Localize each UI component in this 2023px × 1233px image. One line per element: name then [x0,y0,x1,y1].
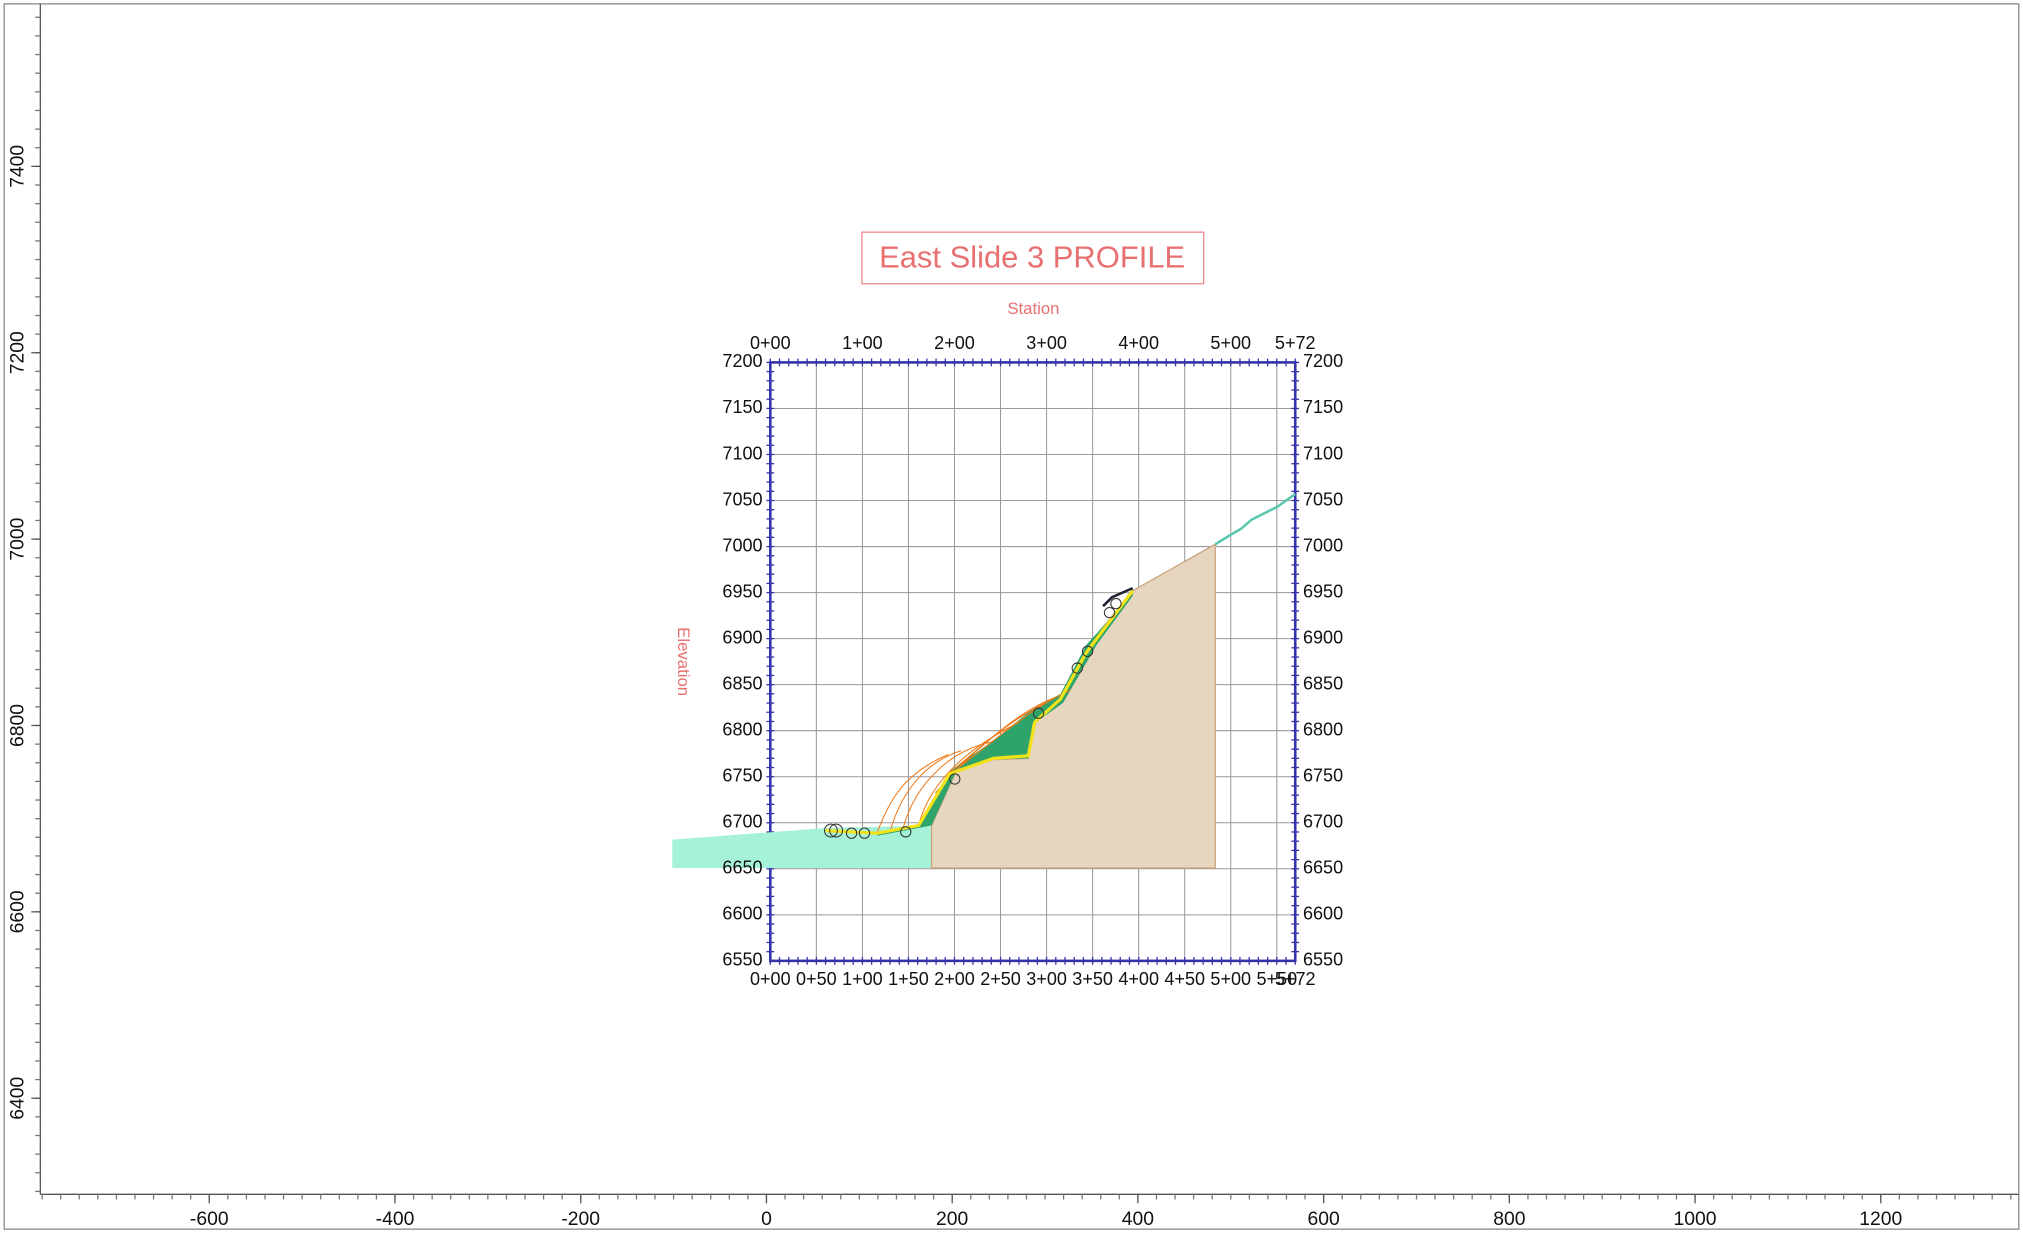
elev-label-right: 6650 [1303,858,1343,878]
profile-frame [769,361,1297,963]
station-bottom: 4+00 [1118,969,1159,989]
y-tick-label: 7000 [7,518,29,561]
elev-label-left: 6650 [722,858,762,878]
station-bottom: 0+50 [796,969,837,989]
station-top: 1+00 [842,333,883,353]
elev-label-right: 6700 [1303,812,1343,832]
ground-surface [825,589,1135,835]
x-tick-label: 800 [1493,1208,1525,1230]
elev-label-left: 7100 [722,443,762,463]
station-bottom: 1+50 [888,969,929,989]
x-tick-label: 1000 [1674,1208,1717,1230]
x-tick-label: 200 [936,1208,968,1230]
elev-label-right: 6950 [1303,581,1343,601]
elev-label-right: 6600 [1303,904,1343,924]
y-label: Elevation [674,627,693,696]
elev-label-right: 7000 [1303,535,1343,555]
elev-label-left: 6800 [722,719,762,739]
elev-label-left: 6700 [722,812,762,832]
station-bottom: 5+72 [1275,969,1316,989]
elev-label-left: 7200 [722,351,762,371]
water-zone [672,825,932,869]
station-top: 2+00 [934,333,975,353]
x-tick-label: 1200 [1859,1208,1902,1230]
station-bottom: 2+50 [980,969,1021,989]
station-bottom: 3+50 [1072,969,1113,989]
elev-label-left: 6850 [722,673,762,693]
elev-label-right: 7100 [1303,443,1343,463]
x-tick-label: 0 [761,1208,772,1230]
elev-label-left: 6900 [722,627,762,647]
y-tick-label: 6800 [7,704,29,747]
elev-label-left: 6750 [722,765,762,785]
station-bottom: 0+00 [750,969,791,989]
elev-label-left: 7150 [722,397,762,417]
y-tick-label: 7400 [7,145,29,188]
title: East Slide 3 PROFILE [879,239,1185,274]
elev-label-right: 6800 [1303,719,1343,739]
station-bottom: 1+00 [842,969,883,989]
elev-label-left: 7050 [722,489,762,509]
elev-label-left: 7000 [722,535,762,555]
elev-label-right: 6750 [1303,765,1343,785]
upper-surface [1214,492,1296,546]
x-tick-label: -600 [190,1208,229,1230]
station-bottom: 4+50 [1164,969,1205,989]
station-bottom: 5+00 [1210,969,1251,989]
elev-label-left: 6950 [722,581,762,601]
elev-label-right: 6900 [1303,627,1343,647]
x-tick-label: -200 [561,1208,600,1230]
x-tick-label: 400 [1122,1208,1154,1230]
y-tick-label: 7200 [7,331,29,374]
y-tick-label: 6400 [7,1077,29,1120]
frame [3,3,2020,1230]
crest-line [1102,586,1134,608]
station-top: 3+00 [1026,333,1067,353]
elev-label-left: 6600 [722,904,762,924]
station-top: 4+00 [1118,333,1159,353]
y-tick-label: 6600 [7,890,29,933]
x-tick-label: -400 [376,1208,415,1230]
title-box [861,231,1205,285]
slip-surfaces [876,689,1072,833]
elev-label-right: 6550 [1303,950,1343,970]
x-label: Station [1007,299,1059,318]
station-bottom: 5+50 [1256,969,1297,989]
station-top: 0+00 [750,333,791,353]
station-top: 5+72 [1275,333,1316,353]
profile-grid [766,358,1300,965]
station-bottom: 2+00 [934,969,975,989]
elev-label-right: 7200 [1303,351,1343,371]
station-top: 5+00 [1210,333,1251,353]
station-bottom: 3+00 [1026,969,1067,989]
elev-label-left: 6550 [722,950,762,970]
slip-centers [823,597,1122,839]
x-tick-label: 600 [1307,1208,1339,1230]
elev-label-right: 7150 [1303,397,1343,417]
elev-label-right: 6850 [1303,673,1343,693]
elev-label-right: 7050 [1303,489,1343,509]
